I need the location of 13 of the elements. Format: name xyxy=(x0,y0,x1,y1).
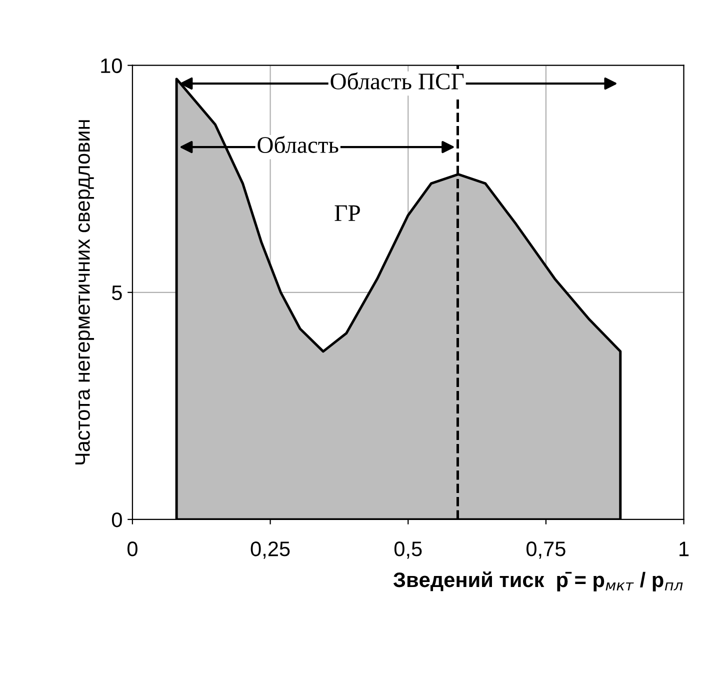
annotation: Область xyxy=(258,136,338,154)
annotation: ГР xyxy=(334,205,360,221)
y-axis-title: Частота негерметичних свердловин xyxy=(75,120,94,464)
y-tick-label: 5 xyxy=(112,286,122,300)
x-tick-label: 0,5 xyxy=(394,542,422,559)
x-tick-label: 0 xyxy=(127,542,138,556)
x-tick-label: 0,25 xyxy=(250,542,290,559)
annotation: Область ПСГ xyxy=(330,72,464,90)
y-tick-label: 10 xyxy=(101,58,122,74)
x-axis-title: Зведений тиск p̄ = p$_{мкт}$ / p$_{пл}$ xyxy=(393,572,683,592)
y-tick-label: 0 xyxy=(112,512,122,528)
x-tick-label: 0,75 xyxy=(526,542,566,559)
x-tick-label: 1 xyxy=(680,542,689,556)
